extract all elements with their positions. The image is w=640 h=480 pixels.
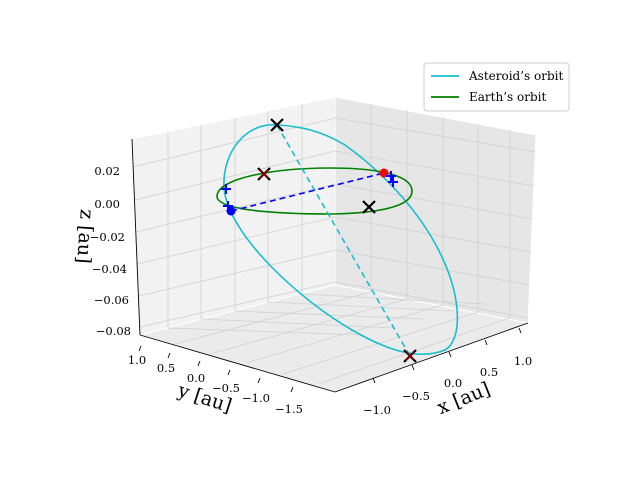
x-tick-mark <box>448 351 452 358</box>
y-tick-label: 0.5 <box>157 361 175 375</box>
y-tick-mark <box>197 360 201 367</box>
z-gridline <box>334 117 536 153</box>
x-tick-label: 1.0 <box>514 354 532 368</box>
floor-gridline <box>174 291 372 345</box>
y-tick-label: −1.0 <box>242 391 270 405</box>
z-tick-labels: 0.02 0.00 −0.02 −0.04 −0.06 −0.08 <box>90 164 131 338</box>
z-gridline <box>334 281 529 319</box>
y-axis-line <box>139 334 336 393</box>
floor-gridline <box>209 298 408 355</box>
x-tick-label: 0.0 <box>444 376 462 390</box>
line-of-nodes <box>230 172 385 212</box>
y-tick-label: −0.5 <box>212 381 240 395</box>
y-tick-mark <box>257 377 261 384</box>
x-tick-mark <box>484 339 488 346</box>
x-tick-mark <box>518 327 522 334</box>
y-tick-mark <box>227 369 231 376</box>
x-tick-label: 0.5 <box>480 365 498 379</box>
z-gridline <box>334 150 534 187</box>
line-of-apsides <box>276 124 411 357</box>
floor-gridline <box>282 311 479 375</box>
legend-label-earth: Earth’s orbit <box>469 90 546 104</box>
floor-gridline <box>267 301 455 312</box>
floor-gridline <box>245 304 444 364</box>
series-earth-orbit <box>216 167 413 215</box>
marker-plus-left-bottom <box>223 201 233 211</box>
marker-plus-right-top <box>386 171 396 181</box>
z-gridline <box>139 281 336 328</box>
z-gridline <box>334 183 533 220</box>
marker-x-earth-left-inner <box>259 169 269 179</box>
legend-label-asteroid: Asteroid’s orbit <box>468 69 563 83</box>
z-axis-line <box>131 138 141 336</box>
y-tick-labels: 1.0 0.5 0.0 −0.5 −1.0 −1.5 <box>128 353 303 416</box>
floor-gridline <box>167 327 363 336</box>
y-tick-mark <box>167 352 171 359</box>
marker-x-earth-front <box>362 200 376 214</box>
y-tick-mark <box>290 386 294 393</box>
z-gridline <box>334 249 530 286</box>
z-tick-label: −0.04 <box>92 262 127 276</box>
z-tick-label: −0.02 <box>90 230 125 244</box>
y-tick-mark <box>138 345 142 352</box>
floor-gridline <box>301 293 486 305</box>
z-tick-label: 0.00 <box>94 197 120 211</box>
z-gridline <box>334 216 532 253</box>
axes <box>131 138 529 393</box>
floor-gridline <box>200 318 394 329</box>
marker-plus-left-top <box>221 184 231 194</box>
x-tick-labels: −1.0 −0.5 0.0 0.5 1.0 <box>363 354 532 417</box>
y-tick-label: −1.5 <box>275 402 303 416</box>
x-tick-label: −0.5 <box>402 389 430 403</box>
y-tick-label: 0.0 <box>187 371 205 385</box>
z-tick-label: 0.02 <box>94 164 120 178</box>
x-tick-mark <box>411 364 415 371</box>
z-axis-label: z [au] <box>72 208 98 264</box>
z-gridline <box>133 117 336 168</box>
x-axis-line <box>334 322 529 393</box>
marker-plus-right-bottom <box>388 177 398 187</box>
x-tick-mark <box>372 377 376 384</box>
legend: Asteroid’s orbit Earth’s orbit <box>423 62 570 112</box>
marker-x-aphelion <box>270 118 284 132</box>
x-tick-label: −1.0 <box>363 403 391 417</box>
marker-x-perihelion-inner <box>405 351 415 361</box>
y-tick-label: 1.0 <box>128 353 146 367</box>
z-tick-label: −0.06 <box>94 293 129 307</box>
z-tick-label: −0.08 <box>96 324 131 338</box>
legend-box <box>423 62 570 112</box>
